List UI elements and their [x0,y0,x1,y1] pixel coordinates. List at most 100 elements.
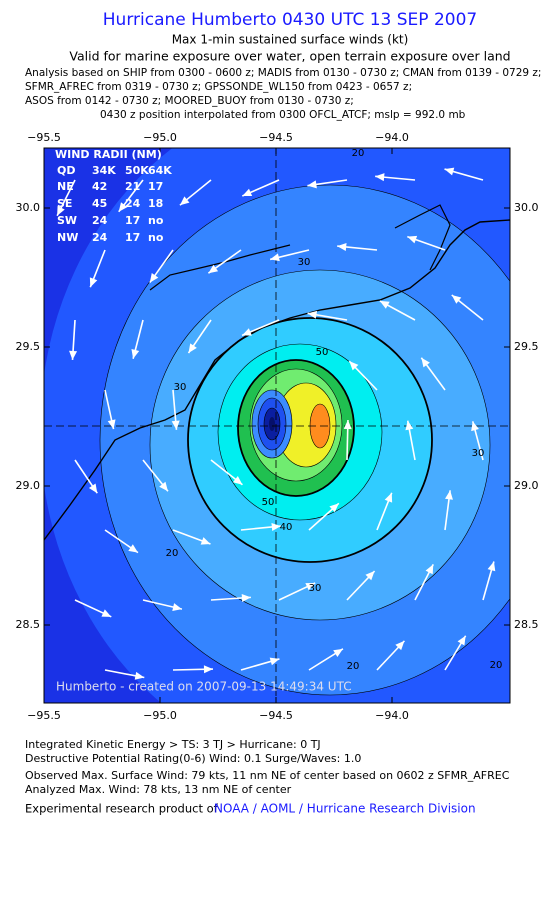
radii-cell: 17 [125,214,140,227]
analysis-line: SFMR_AFREC from 0319 - 0730 z; GPSSONDE_… [25,81,412,93]
radii-cell: 17 [125,231,140,244]
wind-vector-head [200,537,211,545]
analysis-line: Analysis based on SHIP from 0300 - 0600 … [25,67,541,79]
contour-label: 30 [174,382,187,393]
wind-vector-head [107,419,116,430]
lat-tick-label: 29.0 [514,479,539,492]
contour-label: 50 [262,497,275,508]
wind-vector-head [208,264,219,274]
radii-cell: 17 [148,180,163,193]
lon-tick-label: −95.0 [143,709,177,722]
wind-vector-head [307,310,318,319]
radii-header: 64K [148,164,172,177]
radii-cell: SW [57,214,77,227]
contour-label: 40 [280,522,293,533]
subtitle: Max 1-min sustained surface winds (kt) [172,33,409,47]
wind-vector-head [242,328,252,336]
analysis-line: ASOS from 0142 - 0730 z; MOORED_BUOY fro… [25,95,354,107]
wind-vector-head [149,272,159,283]
lat-tick-label: 30.0 [16,201,41,214]
radii-cell: 18 [148,197,163,210]
wind-vector-head [384,492,393,503]
contour-label: 30 [298,257,311,268]
lon-tick-label: −94.5 [259,709,293,722]
radii-header: 50K [125,164,149,177]
lat-tick-label: 28.5 [16,618,41,631]
radii-cell: no [148,214,164,227]
wind-vector-head [444,167,455,176]
wind-vector-head [425,564,434,575]
lon-tick-label: −94.0 [375,131,409,144]
radii-cell: 24 [92,231,108,244]
wind-vector-head [445,490,453,500]
contour-label: 20 [347,661,360,672]
radii-cell: 45 [92,197,107,210]
contour-label: 30 [472,448,485,459]
radii-cell: 42 [92,180,107,193]
lat-tick-label: 30.0 [514,201,539,214]
product-prefix: Experimental research product of [25,802,219,816]
wind-vector-head [343,420,352,430]
wind-vector-head [337,242,347,251]
wind-vector-head [232,476,243,485]
wind-vector-head [365,571,375,581]
wind-vector-head [128,544,138,553]
wind-vector-head [69,350,78,360]
radii-cell: NW [57,231,78,244]
product-org-link[interactable]: NOAA / AOML / Hurricane Research Divisio… [214,802,476,816]
wind-vector-head [159,481,168,492]
radii-cell: 21 [125,180,140,193]
contour-label: 30 [309,583,322,594]
wind-vector-head [179,196,190,206]
wind-vector-head [375,173,385,182]
wind-vector-head [333,648,343,657]
wind-vector-head [305,582,316,591]
wind-vector-head [188,343,197,354]
wind-vector-head [171,420,180,430]
wind-vector-head [395,640,405,651]
wind-vector-head [270,253,280,262]
wind-vector-head [271,522,281,531]
wind-vector-head [101,609,112,617]
lon-tick-label: −94.0 [375,709,409,722]
wind-vector-head [57,205,65,216]
wind-vector-head [307,180,317,189]
wind-vector-head [203,665,213,674]
footer-line: Integrated Kinetic Energy > TS: 3 TJ > H… [25,738,321,751]
contour-label: 20 [352,148,365,159]
wind-vector-head [405,420,414,431]
radii-cell: no [148,231,164,244]
lon-tick-label: −95.5 [27,709,61,722]
wind-vector-head [88,483,98,494]
contour-label: 20 [166,548,179,559]
contour-label: 20 [490,660,503,671]
wind-vector-head [421,357,430,368]
lon-tick-label: −95.0 [143,131,177,144]
footer-line: Destructive Potential Rating(0-6) Wind: … [25,752,361,765]
wind-vector-head [451,295,462,304]
plot-frame [43,147,511,704]
wind-vector-head [134,671,145,680]
credit: Humberto - created on 2007-09-13 14:49:3… [56,680,352,694]
wind-vector-head [118,202,128,212]
footer-line: Analyzed Max. Wind: 78 kts, 13 nm NE of … [25,783,292,796]
wind-vector-head [329,503,339,513]
radii-cell: 24 [125,197,141,210]
wind-vector-head [131,349,140,359]
wind-field [44,148,510,703]
radii-cell: SE [57,197,72,210]
lat-tick-label: 29.5 [16,340,41,353]
validity: Valid for marine exposure over water, op… [69,49,510,64]
lat-tick-label: 28.5 [514,618,539,631]
wind-radii-title: WIND RADII (NM) [55,148,162,161]
radii-cell: 24 [92,214,108,227]
lat-tick-label: 29.5 [514,340,539,353]
lon-tick-label: −95.5 [27,131,61,144]
wind-vector-head [407,235,418,244]
wind-vector-head [89,277,98,288]
wind-vector-head [471,421,479,432]
contour-label: 50 [316,347,329,358]
wind-vector-head [172,603,182,611]
lon-tick-label: −94.5 [259,131,293,144]
